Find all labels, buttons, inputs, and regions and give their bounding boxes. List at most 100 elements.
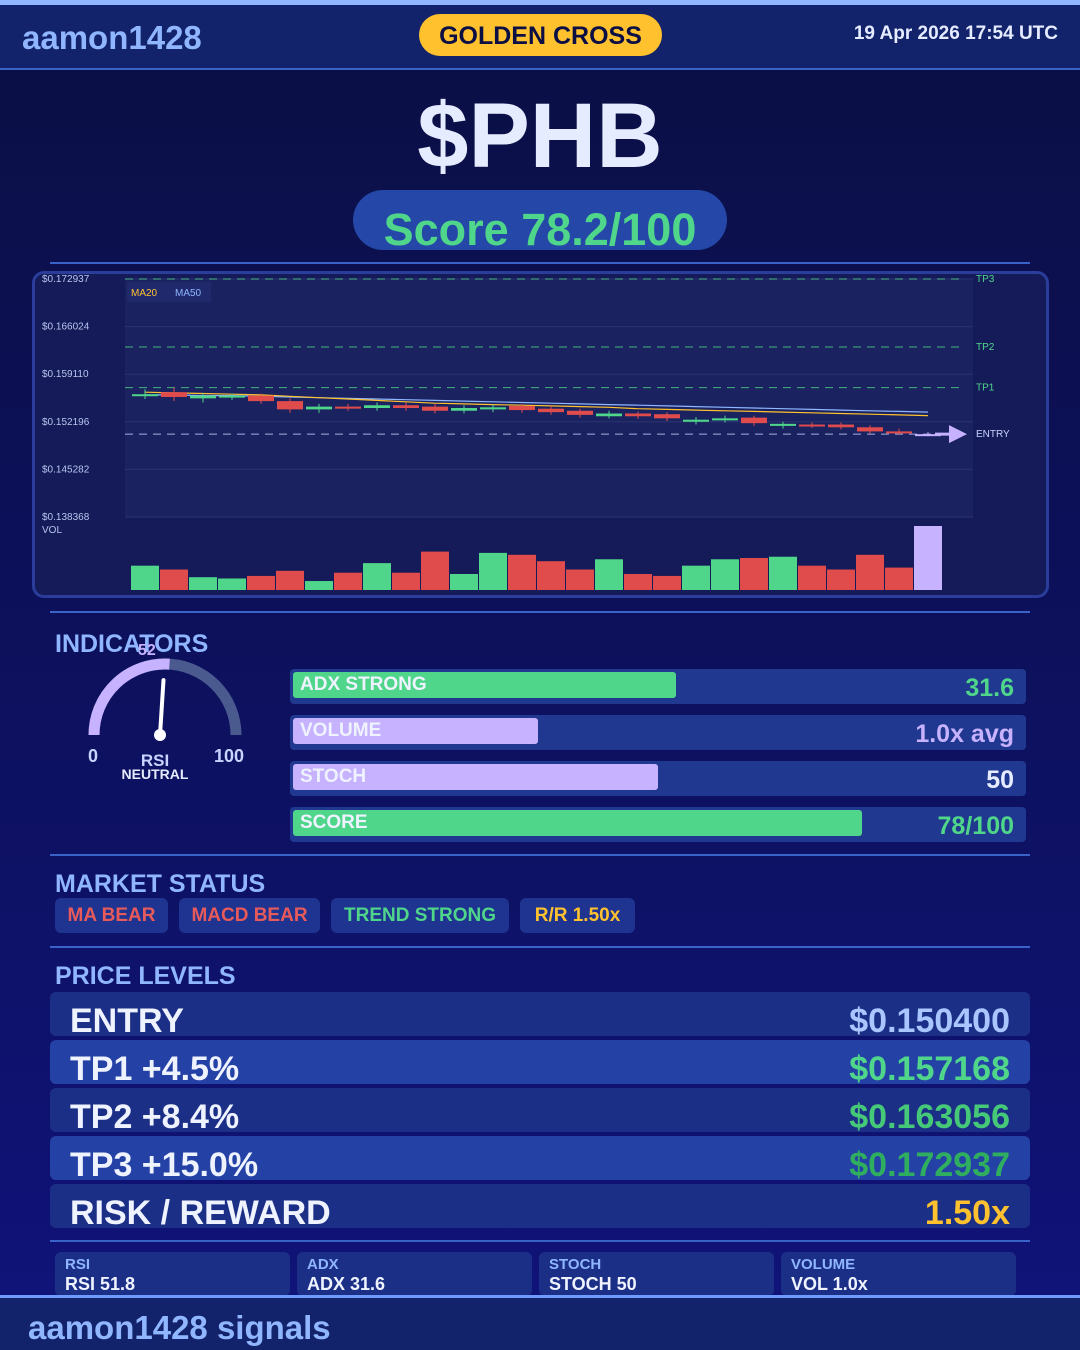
- y-axis-label: $0.138368: [42, 512, 90, 523]
- indicator-bar-value: 50: [986, 766, 1014, 794]
- indicator-bar-volume: VOLUME 1.0x avg: [290, 715, 1026, 750]
- level-row-tp2: TP2 +8.4% $0.163056: [50, 1088, 1030, 1132]
- indicators-title: INDICATORS: [55, 630, 209, 658]
- volume-bar: [624, 574, 652, 590]
- candle-body: [654, 414, 680, 419]
- volume-bar: [160, 569, 188, 590]
- volume-label: VOL: [42, 525, 62, 536]
- candle-body: [219, 395, 245, 398]
- candle-body: [161, 392, 187, 397]
- volume-bar: [131, 565, 159, 590]
- candle-body: [480, 407, 506, 410]
- status-tag-ma: MA BEAR: [55, 898, 168, 933]
- indicator-bar-label: SCORE: [300, 812, 368, 833]
- volume-bar: [595, 559, 623, 590]
- candle-body: [538, 408, 564, 413]
- stat-value: VOL 1.0x: [791, 1274, 868, 1294]
- chart-canvas: $0.172937 $0.166024 $0.159110 $0.152196 $0.1…: [42, 274, 1010, 590]
- volume-bar: [711, 559, 739, 590]
- stat-label: ADX: [307, 1256, 339, 1273]
- level-price: 1.50x: [924, 1194, 1010, 1228]
- volume-bar: [218, 578, 246, 590]
- rsi-state: NEUTRAL: [121, 766, 189, 782]
- candle-body: [828, 424, 854, 428]
- volume-bar: [421, 551, 449, 590]
- stat-box-adx: ADX ADX 31.6: [297, 1252, 532, 1296]
- level-row-tp1: TP1 +4.5% $0.157168: [50, 1040, 1030, 1084]
- level-row-entry: ENTRY $0.150400: [50, 992, 1030, 1036]
- stat-label: VOLUME: [791, 1256, 856, 1273]
- level-name: ENTRY: [70, 1002, 184, 1036]
- candle-body: [451, 408, 477, 411]
- volume-bar: [508, 554, 536, 590]
- volume-bar: [189, 577, 217, 590]
- indicator-bar-value: 31.6: [965, 674, 1014, 702]
- rsi-label: RSI: [140, 751, 170, 770]
- volume-bar: [769, 556, 797, 590]
- y-axis-label: $0.145282: [42, 464, 90, 475]
- volume-bar: [363, 563, 391, 590]
- rsi-gauge: 52 0 100 RSI NEUTRAL: [80, 640, 250, 790]
- rsi-gauge-fill: [88, 658, 170, 736]
- indicator-bar-value: 78/100: [937, 812, 1014, 840]
- candle-body: [306, 406, 332, 410]
- ma50-line: [145, 394, 929, 413]
- stat-value: STOCH 50: [549, 1274, 637, 1294]
- candle-body: [799, 424, 825, 427]
- ma20-line: [144, 391, 929, 417]
- candle-body: [886, 431, 912, 434]
- indicator-bar-label: ADX STRONG: [300, 674, 427, 695]
- rsi-max-label: 100: [214, 746, 245, 766]
- indicator-bar-label: STOCH: [300, 766, 367, 787]
- y-axis-label: $0.172937: [42, 274, 90, 285]
- timestamp: 19 Apr 2026 17:54 UTC: [853, 23, 1058, 44]
- level-price: $0.163056: [849, 1098, 1010, 1132]
- level-row-tp3: TP3 +15.0% $0.172937: [50, 1136, 1030, 1180]
- level-name: TP3 +15.0%: [70, 1146, 259, 1180]
- volume-bar: [885, 567, 913, 590]
- brand-name: aamon1428: [22, 19, 202, 56]
- candle-body: [190, 395, 216, 399]
- divider: [50, 946, 1030, 948]
- divider: [50, 611, 1030, 613]
- level-price: $0.150400: [849, 1002, 1010, 1036]
- footer-brand: aamon1428 signals: [28, 1309, 331, 1346]
- legend-ma20: MA20: [131, 288, 158, 299]
- indicator-bar-score: SCORE 78/100: [290, 807, 1026, 842]
- volume-bar: [537, 561, 565, 590]
- level-row-risk-reward: RISK / REWARD 1.50x: [50, 1184, 1030, 1228]
- stat-box-volume: VOLUME VOL 1.0x: [781, 1252, 1016, 1296]
- price-levels-title: PRICE LEVELS: [55, 962, 236, 990]
- level-price: $0.172937: [849, 1146, 1010, 1180]
- candle-body: [422, 406, 448, 411]
- volume-bar: [827, 569, 855, 590]
- rsi-gauge-track: [88, 658, 242, 736]
- footer-bar: aamon1428 signals: [0, 1295, 1080, 1350]
- indicator-bar-stoch: STOCH 50: [290, 761, 1026, 796]
- stat-label: RSI: [65, 1256, 91, 1273]
- indicator-bar-fill: [293, 764, 658, 790]
- stat-value: ADX 31.6: [307, 1274, 386, 1294]
- status-tag-trend: TREND STRONG: [331, 898, 509, 933]
- stat-box-stoch: STOCH STOCH 50: [539, 1252, 774, 1296]
- candle-body: [567, 410, 593, 415]
- candle-body: [712, 418, 738, 421]
- candle-body: [596, 413, 622, 417]
- indicator-bar-value: 1.0x avg: [915, 720, 1014, 748]
- volume-bar: [276, 570, 304, 590]
- candle-body: [741, 417, 767, 424]
- signal-badge: GOLDEN CROSS: [419, 14, 662, 56]
- volume-bar: [682, 565, 710, 590]
- entry-arrow-icon: [949, 425, 967, 444]
- market-status-title: MARKET STATUS: [55, 870, 266, 898]
- y-axis-label: $0.166024: [42, 322, 90, 333]
- rsi-gauge-needle: [158, 678, 166, 737]
- candle-body: [335, 406, 361, 409]
- top-accent-line: [0, 0, 1080, 5]
- level-name: TP2 +8.4%: [70, 1098, 240, 1132]
- candle-body: [683, 419, 709, 422]
- y-axis-label: $0.152196: [42, 417, 90, 428]
- candle-body: [857, 427, 883, 432]
- header-bar: aamon1428 GOLDEN CROSS 19 Apr 2026 17:54…: [0, 5, 1080, 70]
- volume-bar: [247, 575, 275, 590]
